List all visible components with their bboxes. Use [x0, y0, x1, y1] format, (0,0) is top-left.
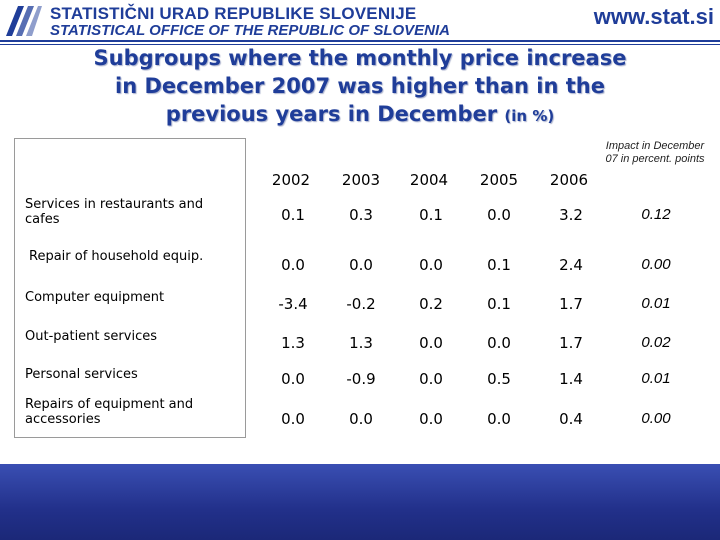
column-header-year: 2002 [271, 171, 311, 189]
title-line-3-text: previous years in December [165, 102, 498, 126]
title-unit: (in %) [504, 107, 555, 125]
table-cell: 0.0 [281, 256, 305, 274]
row-label: Out-patient services [25, 329, 157, 344]
impact-cell: 0.02 [641, 334, 671, 351]
table-cell: 0.2 [419, 295, 443, 313]
table-cell: 0.0 [487, 334, 511, 352]
table-cell: 0.3 [349, 206, 373, 224]
org-name-slovenian: STATISTIČNI URAD REPUBLIKE SLOVENIJE [50, 4, 417, 23]
table-cell: 1.3 [281, 334, 305, 352]
org-name-english: STATISTICAL OFFICE OF THE REPUBLIC OF SL… [50, 22, 451, 39]
header-divider-thin [0, 44, 720, 45]
table-cell: 0.4 [559, 410, 583, 428]
table-cell: 0.0 [419, 334, 443, 352]
table-cell: -0.9 [346, 370, 376, 388]
website-url[interactable]: www.stat.si [593, 4, 714, 29]
row-label: Repair of household equip. [29, 249, 204, 264]
impact-cell: 0.01 [641, 295, 671, 312]
table-cell: 0.0 [281, 410, 305, 428]
row-label: Repairs of equipment and accessories [25, 397, 194, 427]
title-line-1: Subgroups where the monthly price increa… [93, 46, 627, 70]
table-cell: 0.0 [281, 370, 305, 388]
impact-cell: 0.12 [641, 206, 671, 223]
table-cell: 0.0 [349, 256, 373, 274]
table-cell: 1.4 [559, 370, 583, 388]
table-cell: 0.0 [419, 256, 443, 274]
row-label: Computer equipment [25, 290, 165, 305]
table-cell: 1.7 [559, 334, 583, 352]
price-increase-table: Services in restaurants and cafes Repair… [14, 138, 706, 438]
column-header-impact: Impact in December 07 in percent. points [605, 140, 705, 165]
header-divider [0, 40, 720, 42]
table-cell: -3.4 [278, 295, 308, 313]
table-cell: -0.2 [346, 295, 376, 313]
impact-cell: 0.00 [641, 256, 671, 273]
table-cell: 1.3 [349, 334, 373, 352]
title-line-2: in December 2007 was higher than in the [115, 74, 605, 98]
column-header-year: 2006 [549, 171, 589, 189]
footer-band [0, 464, 720, 540]
table-cell: 0.0 [487, 410, 511, 428]
table-cell: 3.2 [559, 206, 583, 224]
table-cell: 2.4 [559, 256, 583, 274]
table-cell: 0.0 [419, 410, 443, 428]
values-grid: 2002 2003 2004 2005 2006 Impact in Decem… [246, 138, 706, 438]
table-cell: 0.1 [281, 206, 305, 224]
title-line-3: previous years in December (in %) [10, 100, 710, 130]
impact-cell: 0.01 [641, 370, 671, 387]
table-cell: 0.1 [487, 256, 511, 274]
table-cell: 0.0 [419, 370, 443, 388]
table-cell: 0.0 [487, 206, 511, 224]
column-header-year: 2005 [479, 171, 519, 189]
impact-cell: 0.00 [641, 410, 671, 427]
table-cell: 0.1 [419, 206, 443, 224]
logo-icon [4, 2, 44, 40]
table-cell: 0.5 [487, 370, 511, 388]
row-label: Personal services [25, 367, 138, 382]
row-label: Services in restaurants and cafes [25, 197, 204, 227]
slide-title: Subgroups where the monthly price increa… [10, 44, 710, 130]
column-header-year: 2003 [341, 171, 381, 189]
column-header-year: 2004 [409, 171, 449, 189]
table-cell: 0.1 [487, 295, 511, 313]
row-labels-column: Services in restaurants and cafes Repair… [14, 138, 246, 438]
table-cell: 1.7 [559, 295, 583, 313]
table-cell: 0.0 [349, 410, 373, 428]
